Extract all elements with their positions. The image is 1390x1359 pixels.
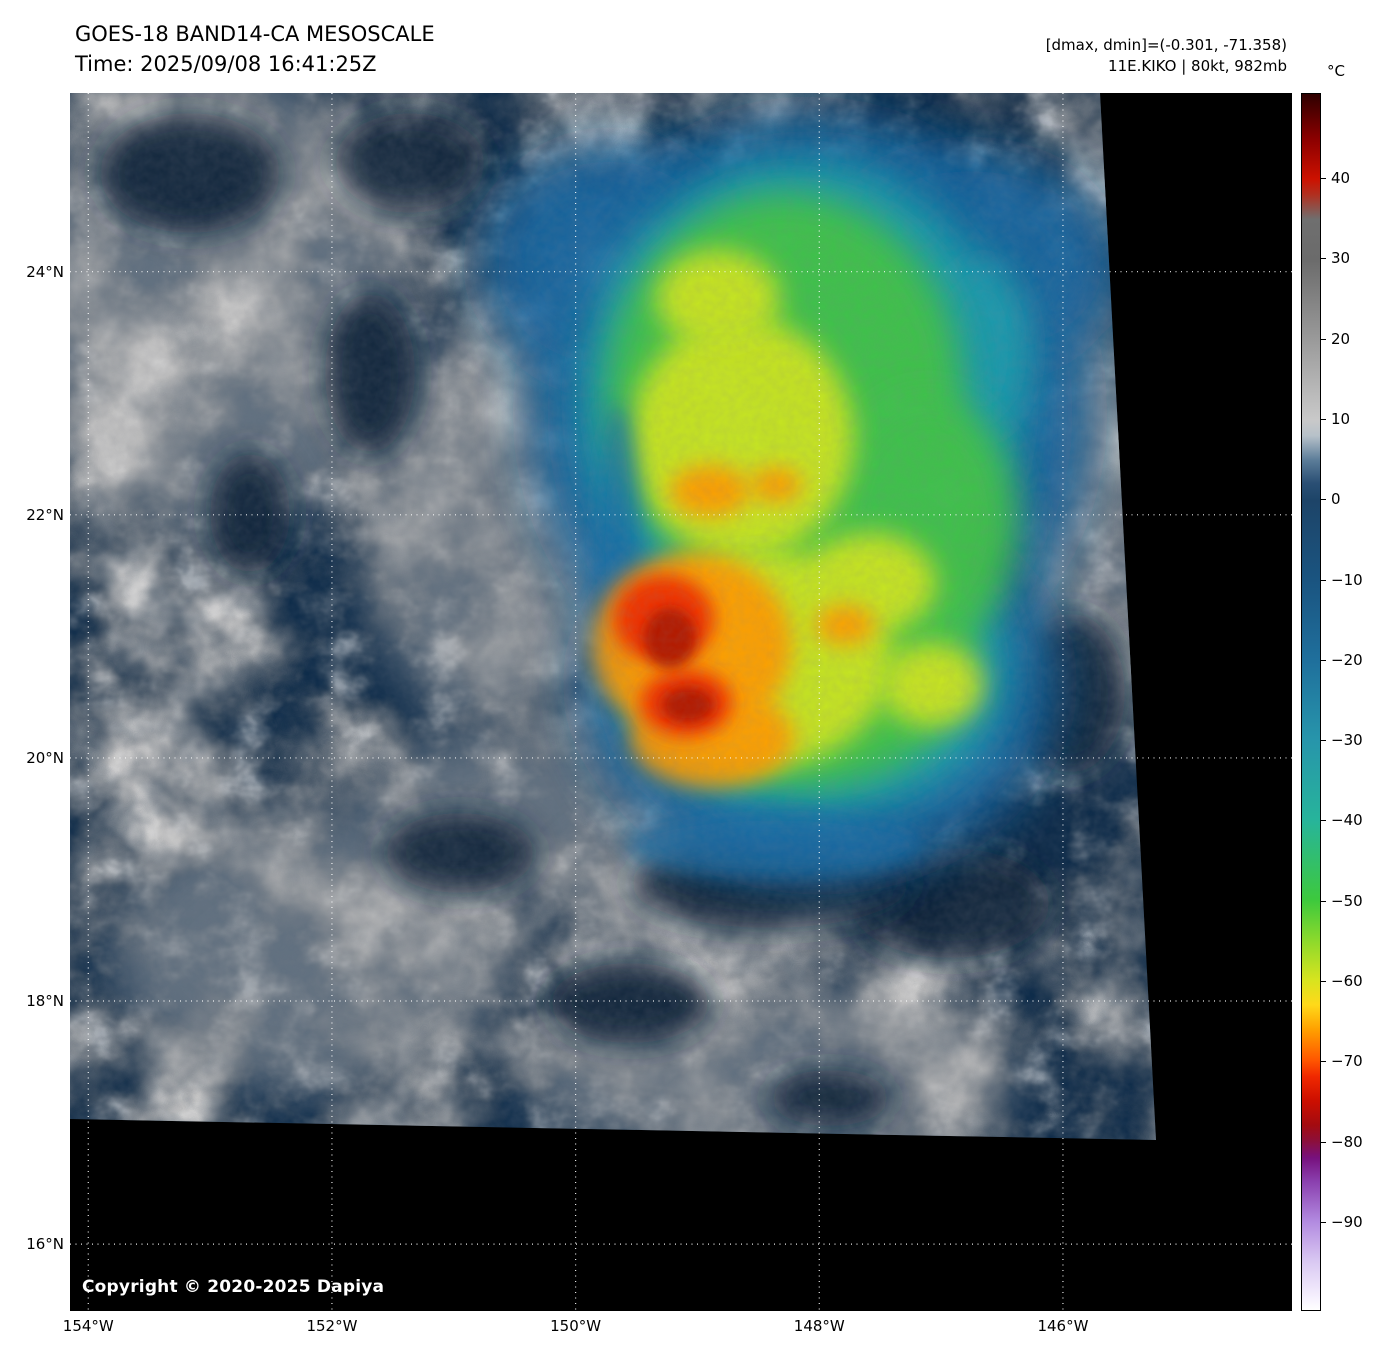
grain-layer xyxy=(70,93,1156,1140)
colorbar-tick-label: −30 xyxy=(1331,731,1363,750)
y-tick-label: 20°N xyxy=(26,748,64,767)
colorbar-tick-label: −50 xyxy=(1331,891,1363,910)
figure-timestamp: Time: 2025/09/08 16:41:25Z xyxy=(75,52,377,76)
colorbar-tick-label: −70 xyxy=(1331,1052,1363,1071)
colorbar-tick-label: 40 xyxy=(1331,169,1351,188)
colorbar-tick-label: −80 xyxy=(1331,1132,1363,1151)
colorbar-unit-label: °C xyxy=(1327,62,1345,80)
colorbar-tick-mark xyxy=(1321,659,1326,661)
dmax-dmin-annotation: [dmax, dmin]=(-0.301, -71.358) xyxy=(1045,36,1287,54)
colorbar-tick-label: −40 xyxy=(1331,811,1363,830)
y-tick-label: 22°N xyxy=(26,505,64,524)
map-plot xyxy=(70,93,1292,1311)
colorbar-tick-label: −60 xyxy=(1331,972,1363,990)
colorbar xyxy=(1301,93,1321,1311)
colorbar-tick-label: −20 xyxy=(1331,650,1363,669)
figure-title: GOES-18 BAND14-CA MESOSCALE xyxy=(75,22,435,46)
colorbar-tick-mark xyxy=(1321,820,1326,822)
colorbar-tick-mark xyxy=(1321,1061,1326,1063)
colorbar-tick-mark xyxy=(1321,178,1326,180)
colorbar-tick-mark xyxy=(1321,1141,1326,1143)
x-tick-label: 150°W xyxy=(550,1317,602,1335)
colorbar-tick-mark xyxy=(1321,579,1326,581)
x-tick-label: 154°W xyxy=(62,1317,114,1335)
satellite-svg xyxy=(70,93,1292,1311)
colorbar-tick-mark xyxy=(1321,258,1326,260)
colorbar-tick-label: 30 xyxy=(1331,249,1351,268)
colorbar-tick-label: −10 xyxy=(1331,570,1363,589)
gridlines xyxy=(70,93,1292,1311)
colorbar-tick-mark xyxy=(1321,418,1326,420)
y-tick-label: 24°N xyxy=(26,262,64,281)
storm-info-annotation: 11E.KIKO | 80kt, 982mb xyxy=(1108,57,1287,75)
colorbar-tick-mark xyxy=(1321,900,1326,902)
colorbar-tick-label: 20 xyxy=(1331,329,1351,348)
colorbar-tick-label: −90 xyxy=(1331,1212,1363,1231)
y-tick-label: 16°N xyxy=(26,1235,64,1254)
x-tick-label: 152°W xyxy=(306,1317,358,1335)
colorbar-tick-mark xyxy=(1321,981,1326,982)
colorbar-tick-mark xyxy=(1321,338,1326,340)
x-tick-label: 146°W xyxy=(1037,1317,1089,1335)
colorbar-tick-label: 0 xyxy=(1331,490,1341,509)
colorbar-tick-label: 10 xyxy=(1331,409,1351,428)
colorbar-tick-mark xyxy=(1321,1221,1326,1223)
colorbar-tick-mark xyxy=(1321,740,1326,742)
colorbar-tick-mark xyxy=(1321,499,1326,501)
y-tick-label: 18°N xyxy=(26,992,64,1011)
copyright-watermark: Copyright © 2020-2025 Dapiya xyxy=(82,1277,385,1297)
x-tick-label: 148°W xyxy=(793,1317,845,1335)
